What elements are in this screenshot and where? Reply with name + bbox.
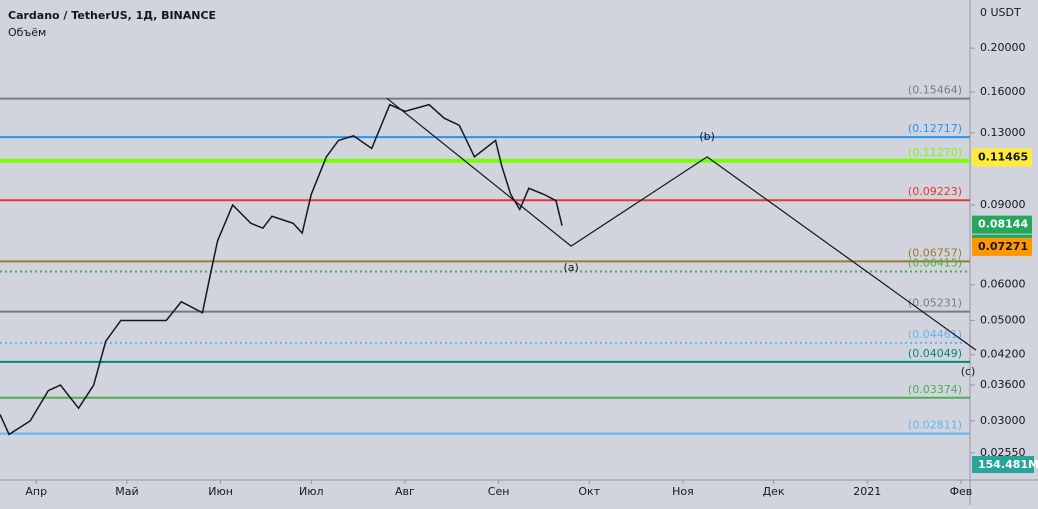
x-tick-label: Ноя xyxy=(672,485,694,498)
price-tag xyxy=(972,215,1032,234)
price-tag-label: 0.08144 xyxy=(978,218,1028,231)
x-tick-label: Июл xyxy=(299,485,324,498)
level-label: (0.04049) xyxy=(908,347,962,360)
axis-unit: 0 USDT xyxy=(980,6,1021,19)
y-tick-label: 0.20000 xyxy=(980,41,1026,54)
level-label: (0.05231) xyxy=(908,297,962,310)
y-tick-label: 0.03600 xyxy=(980,378,1026,391)
chart-title: Cardano / TetherUS, 1Д, BINANCE xyxy=(8,9,216,22)
wave-label: (a) xyxy=(563,261,578,274)
y-tick-label: 0.16000 xyxy=(980,85,1026,98)
wave-label: (c) xyxy=(961,365,976,378)
x-tick-label: Окт xyxy=(578,485,600,498)
x-tick-label: Фев xyxy=(950,485,973,498)
wave-label: (b) xyxy=(699,130,715,143)
volume-tag-bg xyxy=(972,456,1034,473)
price-tag xyxy=(972,237,1032,256)
volume-tag: 154.481M xyxy=(978,458,1038,471)
y-tick-label: 0.13000 xyxy=(980,126,1026,139)
level-label: (0.03374) xyxy=(908,383,962,396)
level-label: (0.09223) xyxy=(908,185,962,198)
y-tick-label: 0.02550 xyxy=(980,446,1026,459)
x-tick-label: 2021 xyxy=(853,485,881,498)
indicator-label: Объём xyxy=(8,26,46,39)
y-tick-label: 0.04200 xyxy=(980,348,1026,361)
level-label: (0.06415) xyxy=(908,257,962,270)
price-line xyxy=(0,103,563,436)
wave-line xyxy=(386,97,977,351)
x-tick-label: Сен xyxy=(488,485,510,498)
x-tick-label: Дек xyxy=(763,485,785,498)
x-tick-label: Май xyxy=(115,485,138,498)
level-label: (0.15464) xyxy=(908,84,962,97)
y-tick-label: 0.06000 xyxy=(980,278,1026,291)
level-label: (0.11270) xyxy=(908,146,962,159)
price-tag-label: 0.11465 xyxy=(978,150,1028,163)
level-label: (0.12717) xyxy=(908,122,962,135)
y-tick-label: 0.05000 xyxy=(980,313,1026,326)
y-tick-label: 0.03000 xyxy=(980,414,1026,427)
plot-area xyxy=(0,0,970,480)
price-tag xyxy=(972,148,1032,167)
y-tick-label: 0.09000 xyxy=(980,198,1026,211)
level-label: (0.06757) xyxy=(908,246,962,259)
level-label: (0.04461) xyxy=(908,328,962,341)
x-tick-label: Авг xyxy=(395,485,415,498)
level-label: (0.02811) xyxy=(908,419,962,432)
x-tick-label: Июн xyxy=(208,485,233,498)
x-tick-label: Апр xyxy=(25,485,47,498)
price-tag-label: 0.07271 xyxy=(978,240,1028,253)
